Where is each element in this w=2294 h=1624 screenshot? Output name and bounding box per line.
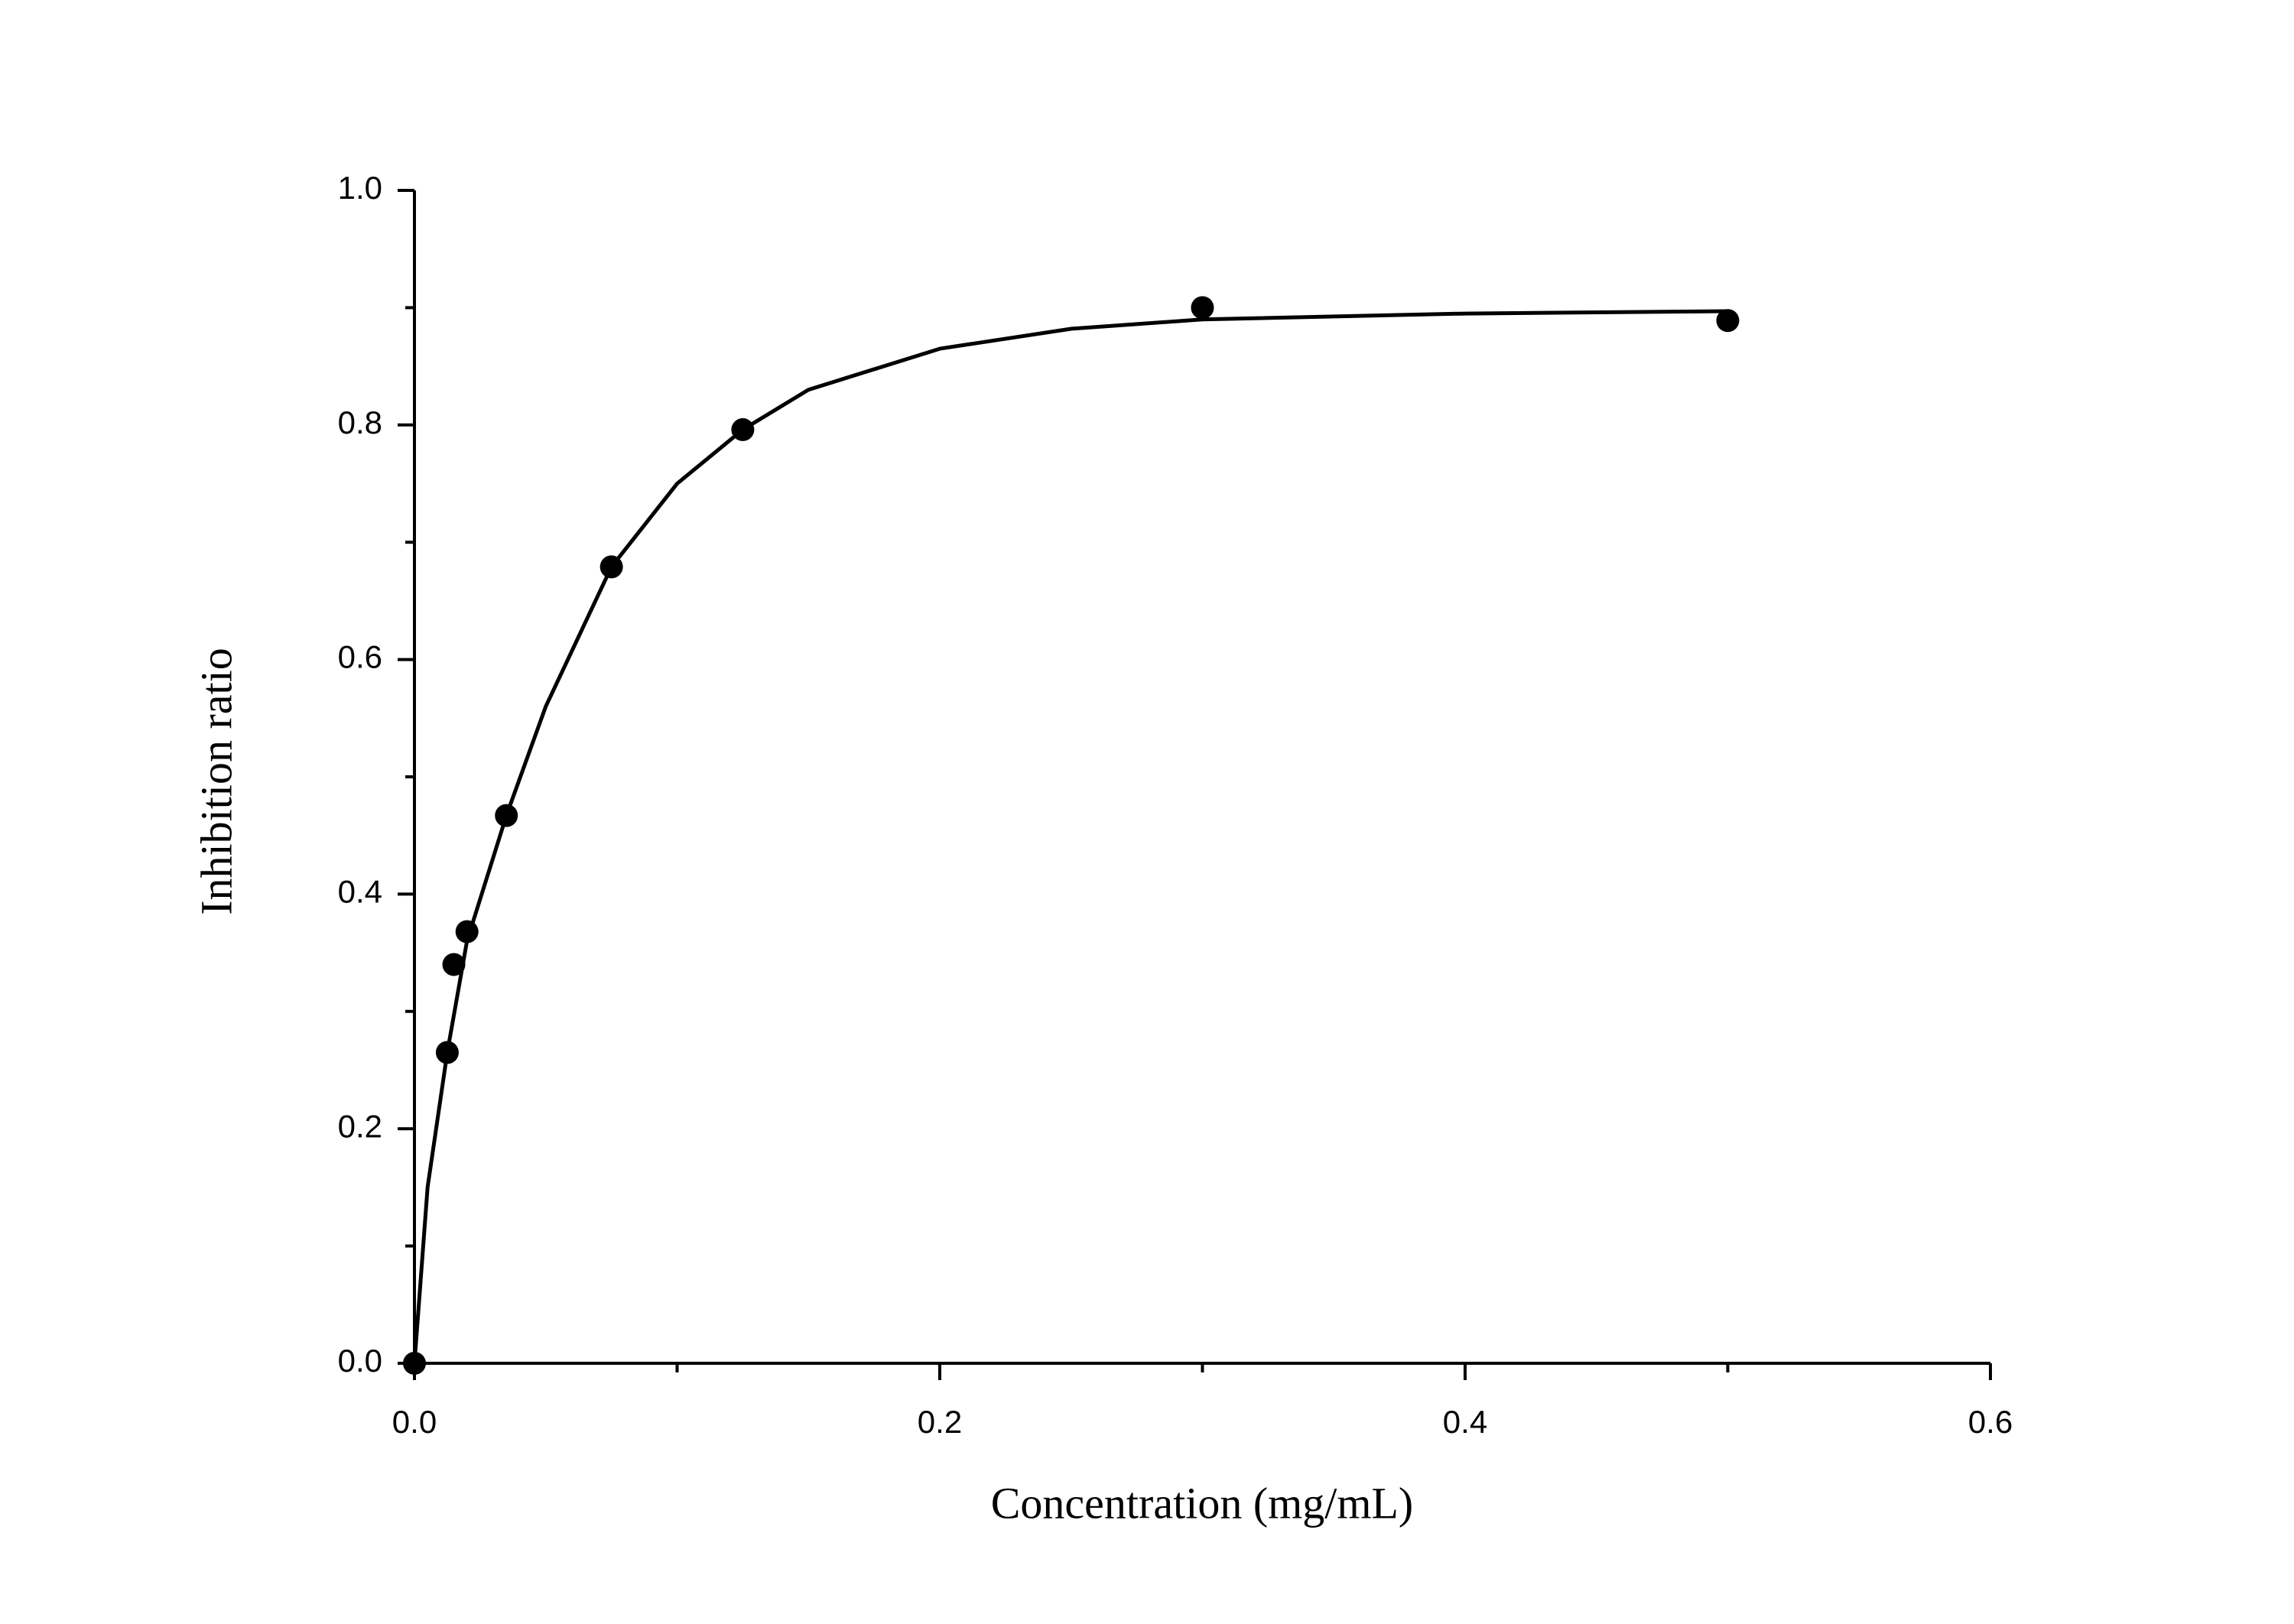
y-axis-title: Inhibition ratio xyxy=(191,648,241,915)
data-point xyxy=(495,804,518,827)
y-tick-label: 1.0 xyxy=(338,170,382,206)
x-tick-label: 0.4 xyxy=(1443,1404,1487,1440)
data-point xyxy=(1716,309,1740,333)
x-tick-label: 0.2 xyxy=(918,1404,962,1440)
data-point xyxy=(442,953,466,976)
x-tick-label: 0.6 xyxy=(1968,1404,2013,1440)
x-axis-title: Concentration (mg/mL) xyxy=(991,1478,1413,1528)
y-tick-label: 0.8 xyxy=(338,404,382,440)
fit-curve xyxy=(412,309,1728,1364)
y-tick-label: 0.4 xyxy=(338,873,382,909)
y-tick-label: 0.2 xyxy=(338,1108,382,1144)
x-tick-label: 0.0 xyxy=(392,1404,437,1440)
data-point xyxy=(403,1352,426,1375)
data-point xyxy=(1191,296,1214,320)
y-tick-label: 0.0 xyxy=(338,1343,382,1379)
data-point xyxy=(455,920,479,944)
data-point xyxy=(731,417,755,441)
y-tick-label: 0.6 xyxy=(338,639,382,675)
data-point xyxy=(435,1041,459,1064)
data-point xyxy=(599,555,623,579)
